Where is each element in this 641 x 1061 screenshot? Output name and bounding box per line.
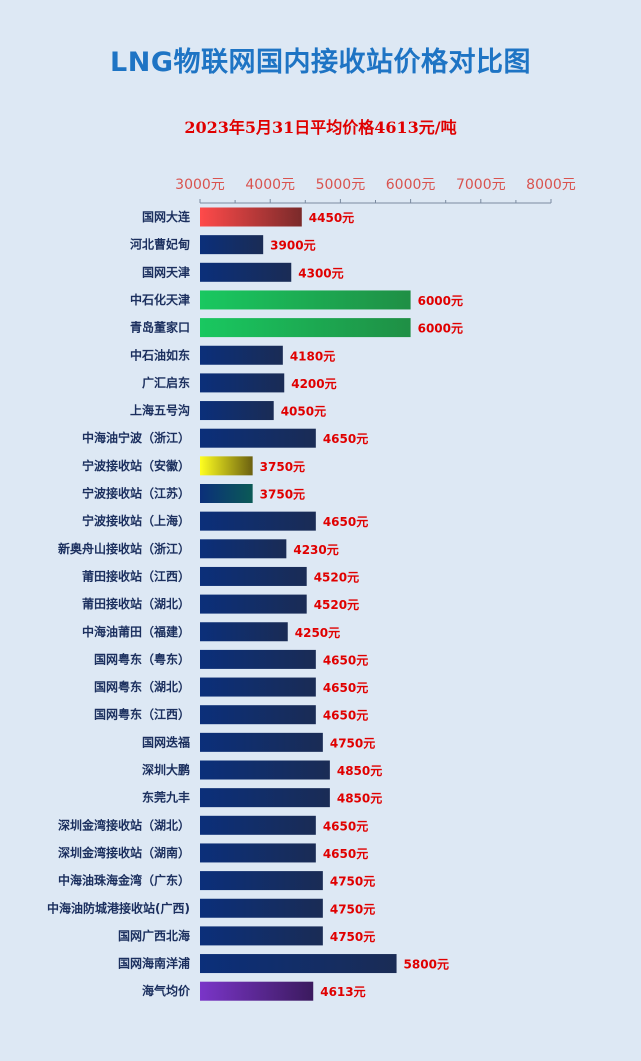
- bar: [200, 788, 330, 808]
- bar: [200, 981, 314, 1001]
- value-label: 4750元: [330, 875, 375, 889]
- bar: [200, 511, 316, 531]
- value-label: 4200元: [291, 377, 336, 391]
- bar: [200, 318, 411, 338]
- value-label: 4650元: [323, 709, 368, 723]
- value-label: 4230元: [293, 543, 338, 557]
- category-label: 河北曹妃甸: [129, 237, 190, 252]
- value-label: 4650元: [323, 819, 368, 833]
- category-label: 海气均价: [142, 983, 191, 998]
- x-tick-label: 8000元: [526, 177, 576, 193]
- bar: [200, 456, 253, 476]
- value-label: 4650元: [323, 681, 368, 695]
- bar: [200, 954, 397, 974]
- category-label: 宁波接收站（上海）: [82, 513, 190, 528]
- category-label: 东莞九丰: [142, 790, 190, 805]
- bar: [200, 345, 283, 365]
- value-label: 4520元: [314, 570, 359, 584]
- category-label: 国网海南洋浦: [118, 956, 190, 971]
- chart-subtitle: 2023年5月31日平均价格4613元/吨: [184, 118, 457, 137]
- value-label: 4650元: [323, 515, 368, 529]
- value-label: 6000元: [418, 322, 463, 336]
- value-label: 6000元: [418, 294, 463, 308]
- value-label: 3750元: [260, 488, 305, 502]
- category-label: 新奥舟山接收站（浙江）: [58, 541, 190, 556]
- bar: [200, 871, 323, 891]
- value-label: 4650元: [323, 653, 368, 667]
- bar: [200, 401, 274, 421]
- bar: [200, 235, 264, 255]
- x-tick-label: 7000元: [456, 177, 506, 193]
- category-label: 中海油防城港接收站(广西): [47, 900, 190, 915]
- x-axis: 3000元 4000元 5000元 6000元 7000元 8000元: [175, 177, 576, 204]
- bar: [200, 539, 287, 559]
- value-label: 4850元: [337, 764, 382, 778]
- bar: [200, 649, 316, 669]
- category-label: 中海油宁波（浙江）: [82, 430, 190, 445]
- value-label: 3900元: [270, 239, 315, 253]
- bar: [200, 898, 323, 918]
- category-label: 国网粤东（湖北）: [94, 679, 190, 694]
- bar: [200, 622, 288, 642]
- category-label: 广汇启东: [142, 375, 190, 390]
- bar: [200, 566, 307, 586]
- category-label: 国网粤东（粤东）: [94, 651, 190, 666]
- category-label: 中石油如东: [130, 347, 190, 362]
- category-label: 深圳大鹏: [142, 762, 190, 777]
- category-label: 深圳金湾接收站（湖北）: [58, 817, 190, 832]
- category-label: 国网广西北海: [118, 928, 190, 943]
- category-label: 国网大连: [142, 209, 191, 224]
- bar: [200, 290, 411, 310]
- bar: [200, 262, 292, 282]
- category-label: 国网天津: [142, 264, 190, 279]
- value-label: 4750元: [330, 930, 375, 944]
- value-label: 4650元: [323, 847, 368, 861]
- category-label: 深圳金湾接收站（湖南）: [58, 845, 190, 860]
- bar: [200, 843, 316, 863]
- bar: [200, 594, 307, 614]
- bar: [200, 677, 316, 697]
- category-label: 上海五号沟: [130, 403, 190, 418]
- bar: [200, 705, 316, 725]
- bar: [200, 207, 302, 227]
- category-label: 中海油珠海金湾（广东）: [58, 873, 190, 888]
- x-tick-label: 4000元: [245, 177, 295, 193]
- x-tick-label: 3000元: [175, 177, 225, 193]
- x-tick-label: 5000元: [316, 177, 366, 193]
- category-label: 国网粤东（江西）: [94, 707, 190, 722]
- bar: [200, 815, 316, 835]
- category-label: 中石化天津: [130, 292, 190, 307]
- value-label: 4250元: [295, 626, 340, 640]
- value-label: 4650元: [323, 432, 368, 446]
- value-label: 5800元: [404, 958, 449, 972]
- value-label: 4850元: [337, 792, 382, 806]
- value-label: 4613元: [320, 985, 365, 999]
- bar: [200, 373, 285, 393]
- value-label: 4050元: [281, 405, 326, 419]
- bar: [200, 428, 316, 448]
- category-label: 莆田接收站（湖北）: [82, 596, 190, 611]
- value-label: 4750元: [330, 736, 375, 750]
- category-label: 莆田接收站（江西）: [82, 568, 190, 583]
- value-label: 4750元: [330, 902, 375, 916]
- x-tick-label: 6000元: [386, 177, 436, 193]
- value-label: 3750元: [260, 460, 305, 474]
- value-label: 4520元: [314, 598, 359, 612]
- bar: [200, 484, 253, 503]
- value-label: 4180元: [290, 349, 335, 363]
- bar: [200, 926, 323, 946]
- value-label: 4450元: [309, 211, 354, 225]
- value-label: 4300元: [298, 266, 343, 280]
- category-label: 青岛董家口: [130, 320, 190, 335]
- chart-title: LNG物联网国内接收站价格对比图: [110, 47, 531, 78]
- bar: [200, 760, 330, 780]
- category-label: 宁波接收站（安徽）: [82, 458, 190, 473]
- category-label: 中海油莆田（福建）: [82, 624, 190, 639]
- bar: [200, 732, 323, 752]
- category-label: 宁波接收站（江苏）: [82, 486, 190, 501]
- category-label: 国网迭福: [142, 734, 190, 749]
